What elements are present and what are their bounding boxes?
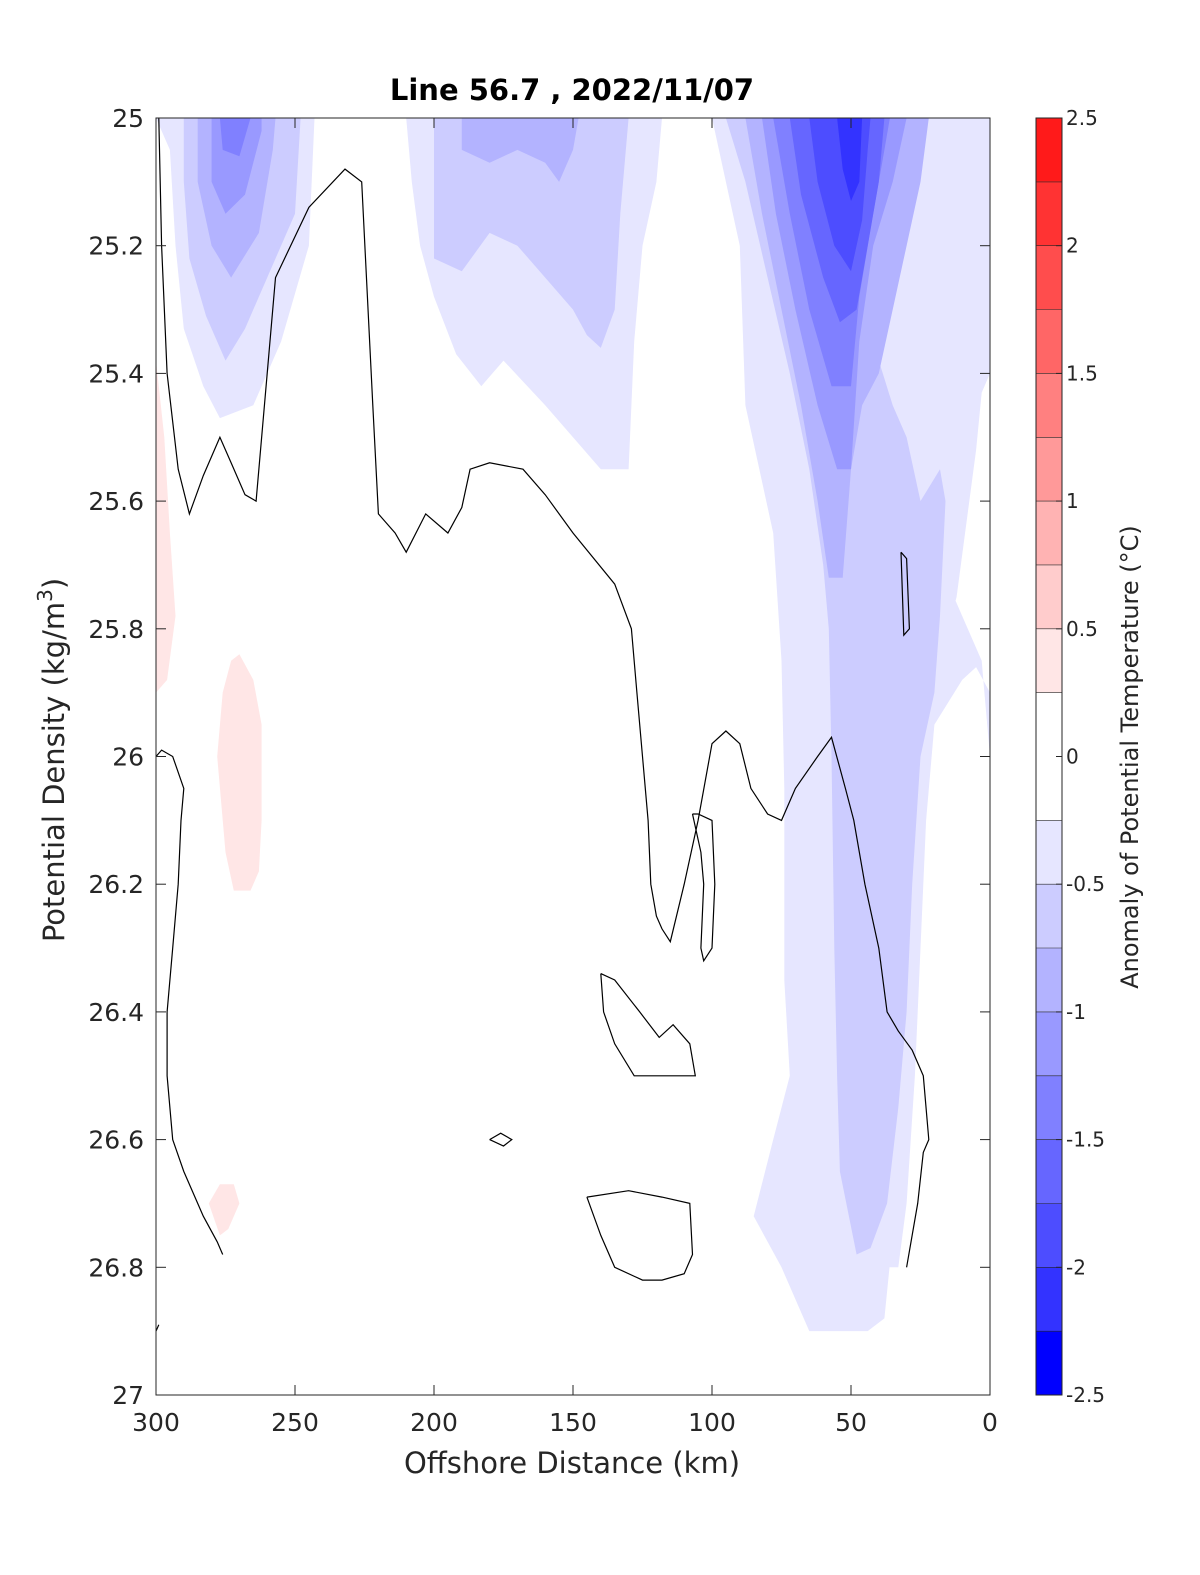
x-tick-label: 300 [132, 1408, 180, 1437]
y-tick-label: 26.2 [88, 870, 144, 899]
x-tick-label: 0 [982, 1408, 998, 1437]
colorbar-band [1036, 948, 1062, 1012]
colorbar-tick-label: -2.5 [1066, 1383, 1105, 1407]
y-tick-label: 25.4 [88, 359, 144, 388]
colorbar-band [1036, 501, 1062, 565]
x-axis-ticks: 300 250 200 150 100 50 0 [132, 118, 998, 1437]
colorbar-band [1036, 437, 1062, 502]
colorbar-tick-label: 0 [1066, 745, 1079, 769]
colorbar-band [1036, 884, 1062, 948]
y-tick-label: 25 [112, 104, 144, 133]
colorbar-band [1036, 373, 1062, 438]
zero-contour-line [691, 813, 716, 963]
colorbar-tick-label: 1 [1066, 489, 1079, 513]
x-tick-label: 250 [271, 1408, 319, 1437]
y-tick-label: 26.8 [88, 1253, 144, 1282]
plot-area: 300 250 200 150 100 50 0 2525.225.425.625.8262… [88, 104, 998, 1437]
zero-contour-line [586, 1190, 694, 1281]
zero-contour-line [900, 551, 911, 637]
colorbar-band [1036, 564, 1062, 629]
y-tick-label: 26.6 [88, 1126, 144, 1155]
x-tick-label: 100 [688, 1408, 736, 1437]
x-tick-label: 50 [835, 1408, 867, 1437]
chart-title: Line 56.7 , 2022/11/07 [390, 73, 754, 107]
y-axis-label-sup: 3 [33, 589, 57, 602]
contour-fill-region [725, 118, 946, 1255]
contour-fill-region [156, 360, 176, 693]
colorbar-tick-label: 0.5 [1066, 617, 1098, 641]
colorbar-tick-label: 2 [1066, 234, 1079, 258]
x-tick-label: 200 [410, 1408, 458, 1437]
y-tick-label: 25.6 [88, 487, 144, 516]
colorbar-tick-label: -1 [1066, 1000, 1086, 1024]
zero-contour-line [600, 973, 697, 1077]
contour-fill-region [461, 118, 579, 182]
zero-contour-lines [155, 117, 930, 1332]
y-tick-label: 25.8 [88, 615, 144, 644]
colorbar-band [1036, 1011, 1062, 1076]
zero-contour-line [489, 1132, 513, 1147]
contour-fill-region [217, 654, 262, 891]
y-tick-label: 25.2 [88, 232, 144, 261]
x-axis-label: Offshore Distance (km) [404, 1446, 740, 1480]
contour-fill-region [837, 118, 863, 201]
colorbar-band [1036, 1203, 1062, 1268]
colorbar-tick-label: -1.5 [1066, 1128, 1105, 1152]
colorbar-band [1036, 1139, 1062, 1204]
contour-fill-region [219, 118, 251, 157]
zero-contour-line [158, 117, 930, 1268]
colorbar-band [1036, 1331, 1062, 1395]
colorbar-band [1036, 245, 1062, 310]
colorbar-tick-label: 1.5 [1066, 361, 1098, 385]
y-tick-label: 27 [112, 1381, 144, 1410]
colorbar-band [1036, 1267, 1062, 1332]
x-tick-label: 150 [549, 1408, 597, 1437]
contour-fill-region [208, 1184, 240, 1236]
y-axis-label-main: Potential Density (kg/m [37, 602, 71, 942]
zero-contour-line [155, 749, 224, 1255]
y-tick-label: 26 [112, 743, 144, 772]
colorbar-band [1036, 181, 1062, 246]
filled-contours [156, 118, 990, 1332]
y-tick-label: 26.4 [88, 998, 144, 1027]
colorbar-tick-label: -2 [1066, 1255, 1086, 1279]
colorbar-band [1036, 118, 1062, 182]
contour-fill-region [156, 118, 990, 1332]
colorbar-band [1036, 628, 1062, 693]
colorbar-tick-label: -0.5 [1066, 872, 1105, 896]
colorbar-tick-label: 2.5 [1066, 106, 1098, 130]
colorbar-band [1036, 1075, 1062, 1140]
colorbar-label: Anomaly of Potential Temperature (°C) [1116, 525, 1144, 989]
y-axis-label: Potential Density (kg/m3) [33, 578, 71, 942]
y-axis-label-tail: ) [37, 578, 71, 589]
colorbar: -2.5 -2 -1.5 -1 -0.5 0 0.5 1 1.5 2 2.5 [1035, 106, 1105, 1407]
colorbar-band [1036, 309, 1062, 374]
y-axis-ticks: 25 25.2 25.4 25.6 25.8 26 26.2 26.4 26.6 26.8 27 [88, 104, 990, 1410]
colorbar-band [1036, 820, 1062, 885]
contour-fill-region [434, 118, 629, 348]
